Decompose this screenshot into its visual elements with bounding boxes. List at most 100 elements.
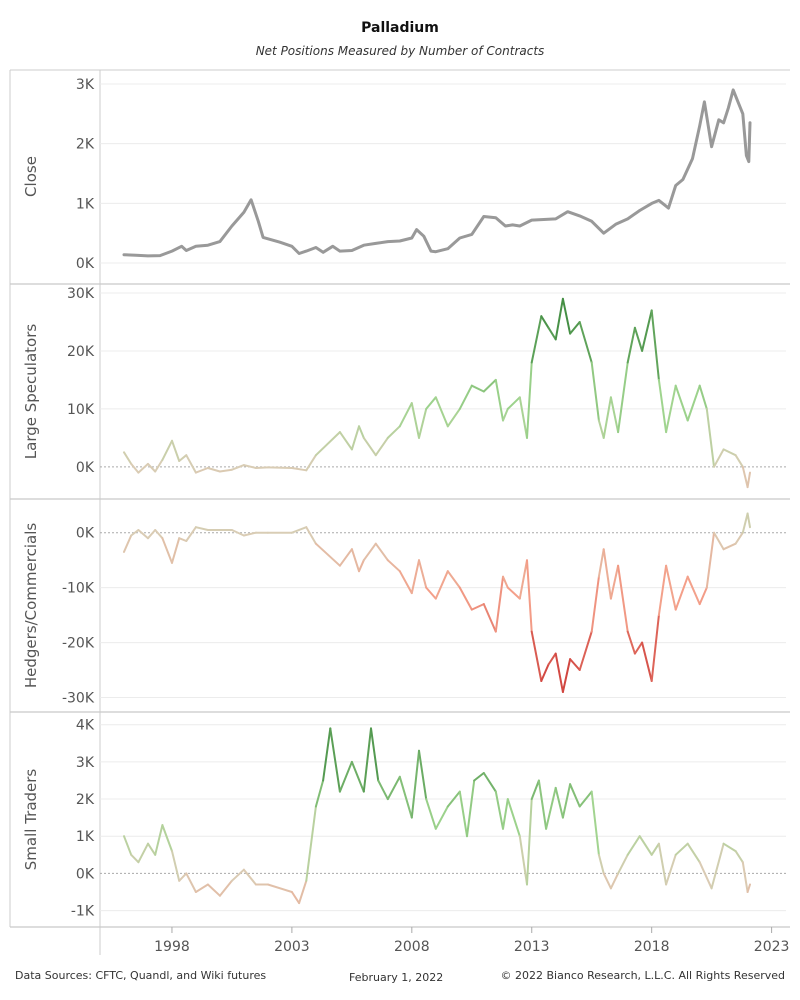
series-segment bbox=[665, 853, 677, 886]
series-segment bbox=[350, 548, 360, 573]
series-segment bbox=[178, 454, 188, 462]
y-tick-label: 10K bbox=[67, 402, 95, 418]
series-segment bbox=[578, 630, 593, 671]
series-segment bbox=[418, 559, 428, 589]
series-segment bbox=[722, 842, 737, 853]
series-segment bbox=[161, 439, 173, 461]
series-segment bbox=[446, 790, 461, 808]
y-tick-label: 0K bbox=[76, 460, 95, 476]
series-segment bbox=[506, 396, 521, 410]
series-segment bbox=[506, 798, 521, 838]
series-segment bbox=[185, 454, 197, 474]
series-segment bbox=[722, 448, 737, 457]
series-segment bbox=[609, 872, 620, 890]
series-segment bbox=[386, 559, 401, 573]
series-segment bbox=[434, 570, 449, 600]
series-segment bbox=[626, 326, 636, 364]
series-segment bbox=[410, 749, 420, 819]
series-segment bbox=[569, 658, 581, 671]
series-segment bbox=[494, 790, 504, 830]
y-axis-title: Close bbox=[22, 156, 40, 197]
series-segment bbox=[710, 842, 725, 890]
series-segment bbox=[425, 586, 437, 600]
series-segment bbox=[398, 775, 413, 819]
series-segment bbox=[290, 891, 301, 905]
series-segment bbox=[194, 526, 209, 531]
series-segment bbox=[713, 448, 725, 468]
series-segment bbox=[130, 462, 140, 474]
series-segment bbox=[609, 396, 620, 434]
series-segment bbox=[609, 564, 620, 600]
series-segment bbox=[741, 465, 749, 489]
y-tick-label: 2K bbox=[76, 792, 95, 808]
series-segment bbox=[254, 466, 269, 469]
series-segment bbox=[154, 529, 164, 540]
series-segment bbox=[665, 384, 677, 434]
y-axis-title: Small Traders bbox=[22, 769, 40, 871]
series-segment bbox=[617, 853, 629, 875]
close-price-line bbox=[122, 88, 752, 258]
series-segment bbox=[482, 378, 497, 393]
series-segment bbox=[526, 559, 533, 633]
series-segment bbox=[674, 842, 689, 856]
y-axis-title: Large Speculators bbox=[22, 324, 40, 460]
series-segment bbox=[502, 407, 509, 422]
series-segment bbox=[171, 850, 181, 882]
series-segment bbox=[147, 462, 157, 473]
data-sources-note: Data Sources: CFTC, Quandl, and Wiki fut… bbox=[15, 969, 267, 982]
series-segment bbox=[561, 783, 572, 819]
series-segment bbox=[290, 467, 308, 472]
series-segment bbox=[266, 883, 293, 893]
series-segment bbox=[482, 603, 497, 633]
series-segment bbox=[362, 436, 377, 457]
series-segment bbox=[713, 531, 725, 551]
series-segment bbox=[130, 853, 140, 864]
series-segment bbox=[266, 466, 293, 469]
series-segment bbox=[374, 436, 389, 457]
series-segment bbox=[705, 531, 715, 589]
series-segment bbox=[554, 652, 564, 693]
series-segment bbox=[242, 464, 257, 469]
series-segment bbox=[540, 663, 550, 682]
series-segment bbox=[545, 786, 557, 830]
series-segment bbox=[650, 842, 660, 856]
series-segment bbox=[410, 402, 420, 439]
series-segment bbox=[590, 790, 600, 856]
series-segment bbox=[370, 727, 380, 782]
series-segment bbox=[494, 575, 504, 633]
series-segment bbox=[434, 805, 449, 830]
series-segment bbox=[734, 454, 744, 468]
series-segment bbox=[154, 824, 164, 856]
series-segment bbox=[147, 529, 157, 540]
series-segment bbox=[526, 798, 533, 886]
y-tick-label: 20K bbox=[67, 344, 95, 360]
series-segment bbox=[650, 309, 660, 381]
series-segment bbox=[230, 529, 245, 537]
series-segment bbox=[518, 835, 528, 886]
series-segment bbox=[518, 396, 528, 439]
x-tick-label: 2018 bbox=[634, 939, 670, 955]
series-segment bbox=[362, 542, 377, 562]
y-tick-label: 1K bbox=[76, 196, 95, 212]
series-segment bbox=[470, 384, 485, 393]
series-segment bbox=[290, 526, 308, 534]
series-segment bbox=[322, 727, 332, 782]
series-segment bbox=[734, 531, 744, 545]
series-segment bbox=[617, 361, 629, 434]
series-segment bbox=[686, 384, 701, 422]
series-segment bbox=[626, 835, 641, 856]
series-segment bbox=[242, 868, 257, 886]
series-segment bbox=[314, 542, 341, 567]
y-tick-label: 1K bbox=[76, 829, 95, 845]
series-segment bbox=[425, 396, 437, 410]
series-segment bbox=[626, 630, 636, 655]
series-segment bbox=[590, 361, 600, 422]
series-segment bbox=[698, 384, 708, 410]
series-segment bbox=[578, 321, 593, 364]
series-segment bbox=[338, 760, 353, 793]
series-segment bbox=[470, 603, 485, 611]
series-segment bbox=[329, 727, 341, 793]
series-segment bbox=[458, 790, 468, 838]
series-segment bbox=[137, 842, 149, 864]
series-segment bbox=[746, 512, 751, 529]
